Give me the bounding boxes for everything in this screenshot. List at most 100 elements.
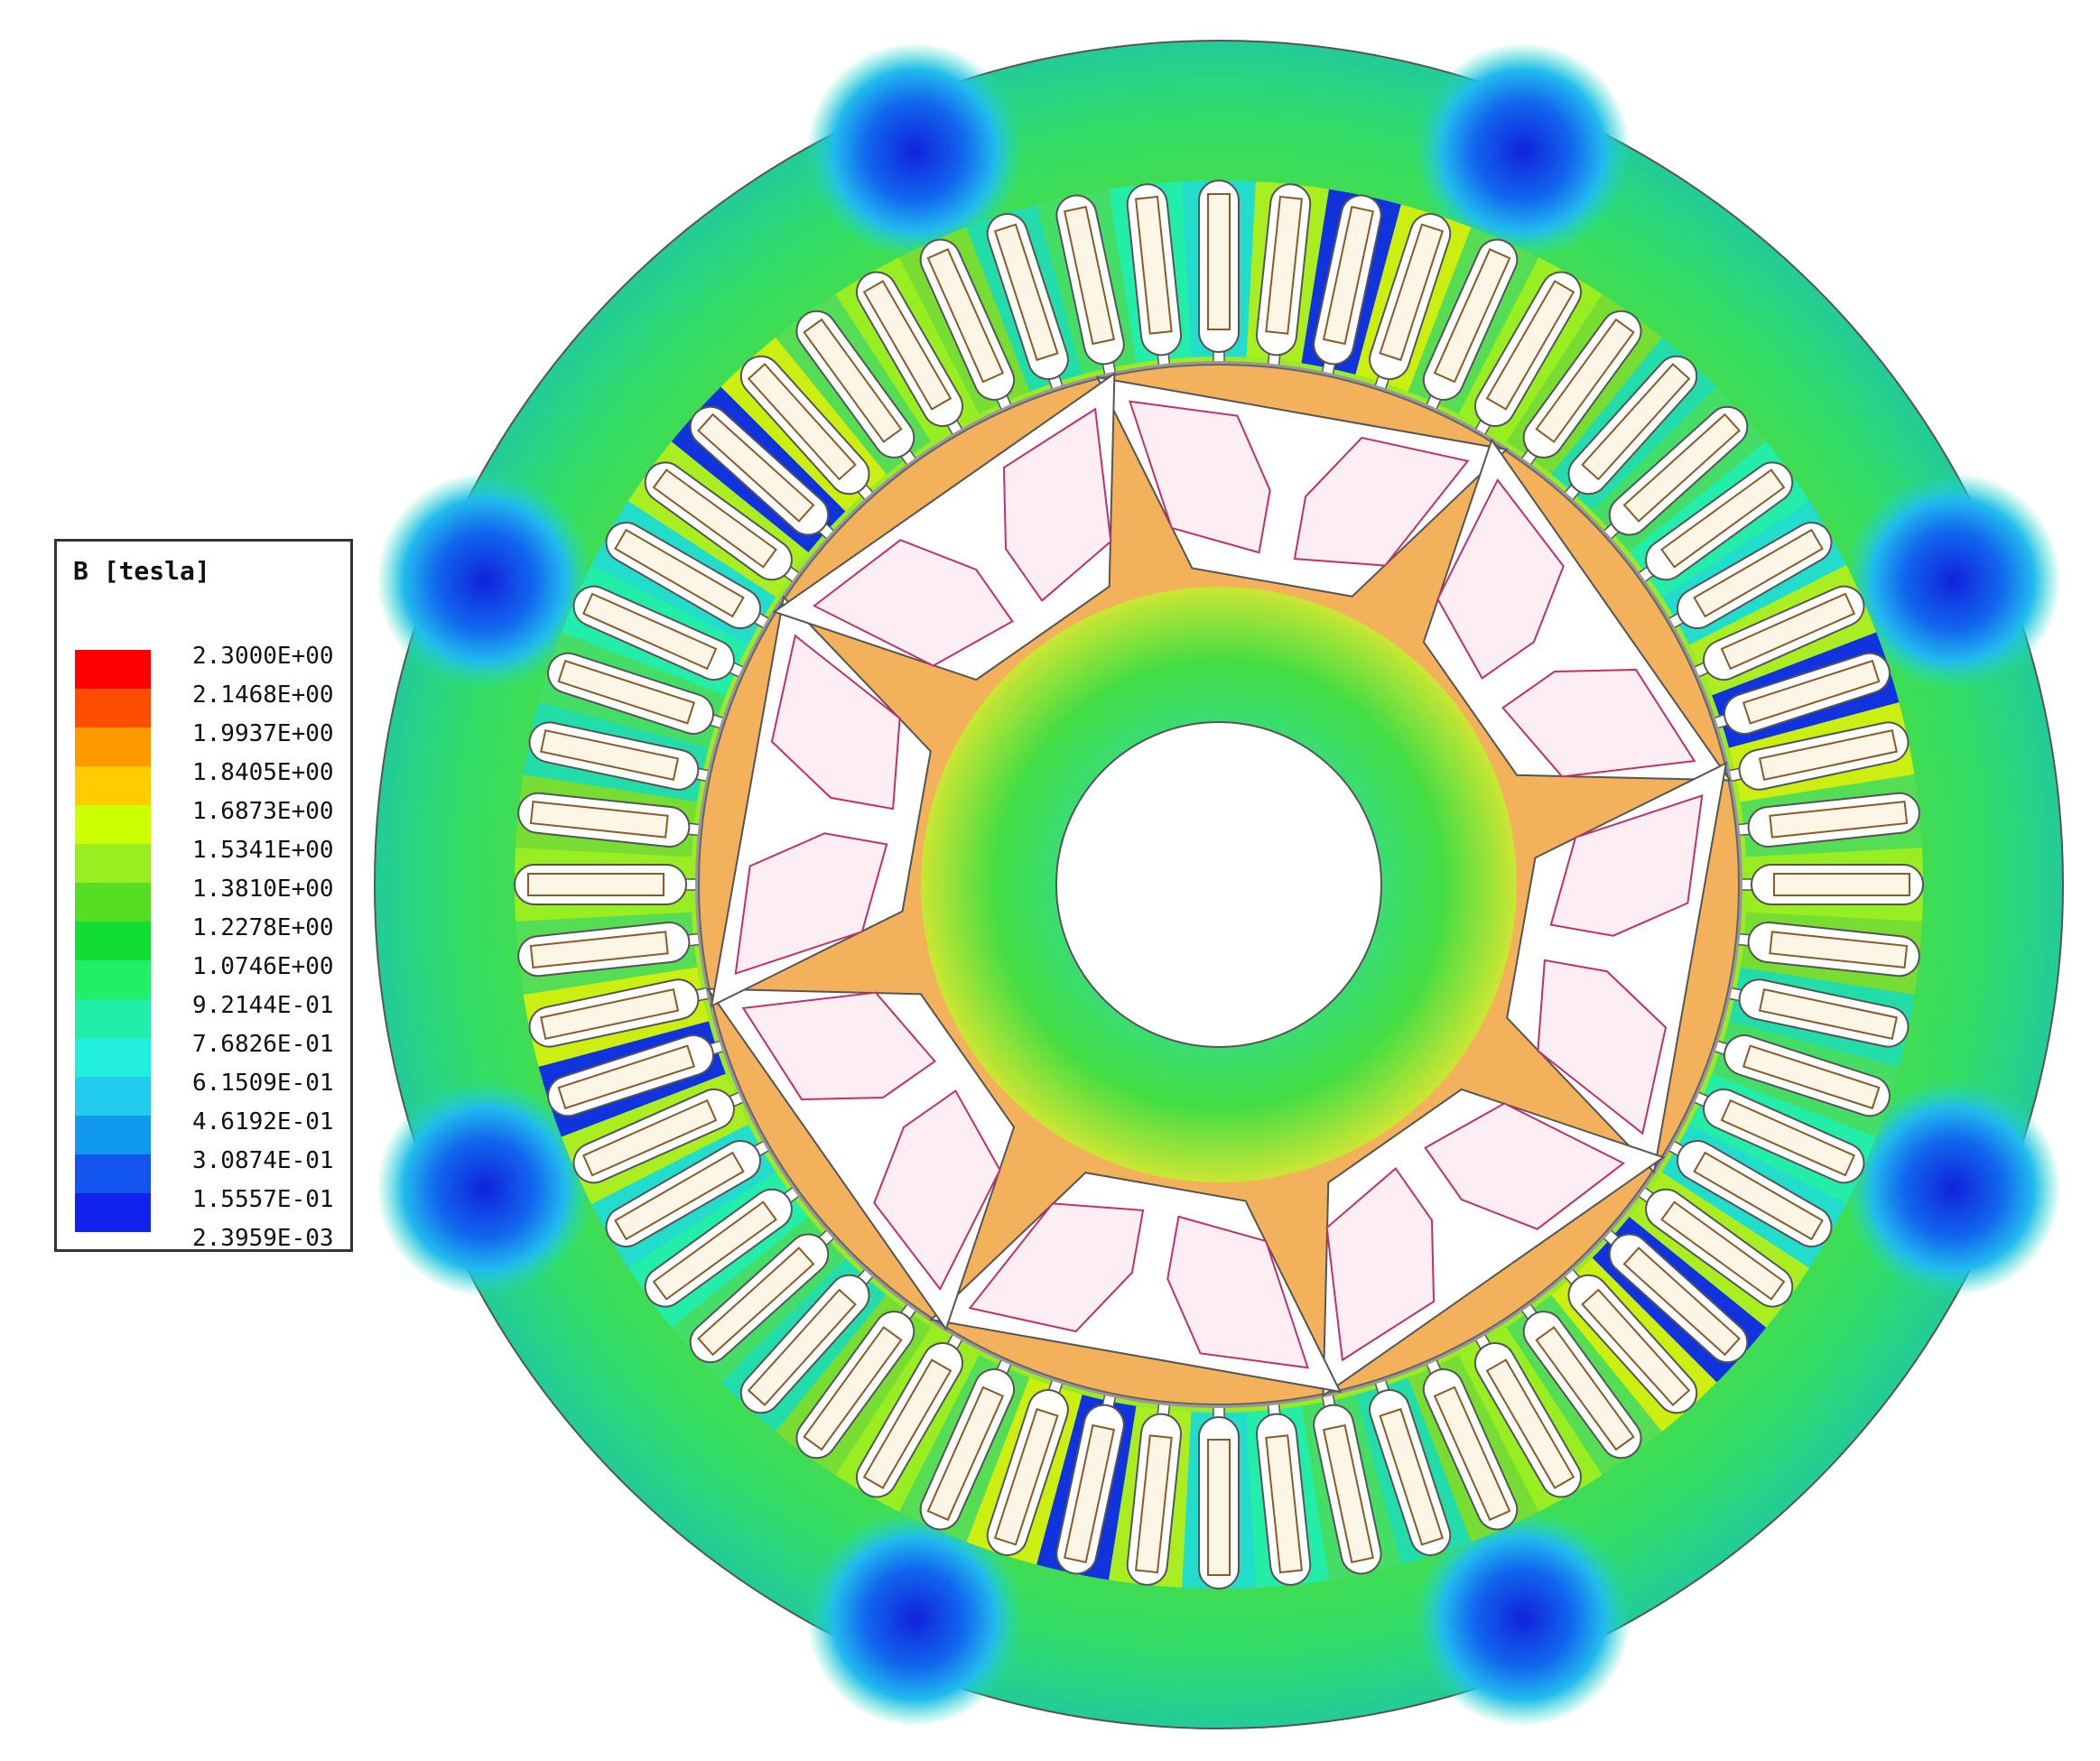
legend-value: 2.3000E+00 [192, 643, 334, 670]
legend-value: 6.1509E-01 [192, 1070, 334, 1097]
slot-conductor [1693, 1151, 1824, 1241]
legend-value: 2.1468E+00 [192, 681, 334, 709]
slot-conductor [529, 801, 669, 839]
slot-conductor [926, 247, 1005, 384]
slot-conductor [1535, 1326, 1635, 1451]
legend-value: 1.2278E+00 [192, 914, 334, 941]
slot-conductor [1135, 1434, 1173, 1574]
legend-values: 2.3000E+00 2.1468E+00 1.9937E+00 1.8405E… [192, 637, 334, 1258]
stator-slot [1660, 522, 1833, 634]
slot-conductor [1769, 801, 1909, 839]
rotor-pole [705, 987, 1016, 1331]
legend-swatch [75, 689, 151, 728]
stator-slot [1313, 1386, 1382, 1575]
stator-slot [1198, 1398, 1240, 1590]
legend-value: 1.0746E+00 [192, 953, 334, 980]
legend-swatch [75, 805, 151, 844]
stator-slot [1255, 183, 1312, 375]
legend-value: 1.6873E+00 [192, 798, 334, 825]
slot-conductor [1322, 206, 1374, 346]
yoke-low-field-region [1844, 472, 2062, 690]
slot-conductor [1379, 223, 1445, 362]
slot-conductor [652, 1200, 777, 1301]
permanent-magnet [812, 539, 1014, 667]
stator-slot [1686, 1088, 1865, 1184]
stator-slot [572, 1088, 752, 1184]
slot-conductor [1742, 1044, 1881, 1110]
slot-conductor [697, 412, 815, 523]
stator-slot [1557, 355, 1698, 507]
legend-value: 1.3810E+00 [192, 876, 334, 903]
permanent-magnet [1128, 400, 1271, 554]
slot-conductor [581, 592, 718, 671]
stator-slot [1422, 1351, 1519, 1531]
slot-conductor [652, 468, 777, 569]
slot-conductor [540, 729, 680, 782]
yoke-low-field-region [376, 472, 593, 690]
legend-swatch [75, 844, 151, 883]
legend-value: 1.5341E+00 [192, 837, 334, 864]
permanent-magnet [1424, 1102, 1626, 1230]
slot-conductor [993, 223, 1059, 362]
slot-conductor [747, 363, 857, 481]
slot-conductor [1265, 1434, 1303, 1574]
stator-slot [1729, 921, 1920, 978]
stator-slot [1660, 1135, 1833, 1247]
slot-conductor [1758, 729, 1898, 782]
legend-swatch [75, 1193, 151, 1232]
permanent-magnet [1537, 959, 1668, 1135]
stator-slot [1720, 721, 1910, 791]
slot-conductor [1535, 318, 1635, 443]
slot-conductor [1207, 193, 1231, 330]
rotor-pole [1095, 375, 1509, 598]
rotor-pole [1322, 1088, 1666, 1398]
stator-slot [1126, 1395, 1183, 1586]
slot-conductor [1720, 1098, 1856, 1177]
slot-conductor [993, 1407, 1059, 1546]
permanent-magnet [1166, 1215, 1310, 1369]
slot-conductor [540, 987, 680, 1040]
legend-value: 4.6192E-01 [192, 1108, 334, 1135]
slot-conductor [862, 280, 952, 411]
stator-slot [1255, 1395, 1312, 1586]
legend-swatch [75, 922, 151, 960]
stator-slot [517, 921, 709, 978]
motor-cross-section [374, 40, 2064, 1729]
stator-slot [856, 1326, 968, 1498]
stator-slot [1369, 1371, 1452, 1556]
stator-slot [1720, 978, 1910, 1048]
legend-swatch [75, 960, 151, 999]
stator-slot [1631, 1182, 1794, 1308]
slot-conductor [1693, 528, 1824, 618]
stator-slot [795, 310, 922, 473]
slot-conductor [747, 1288, 857, 1406]
slot-conductor [1485, 280, 1575, 411]
slot-conductor [614, 1151, 745, 1241]
slot-conductor [1660, 468, 1786, 569]
legend-color-scale [75, 650, 151, 1232]
yoke-low-field-region [1844, 1080, 2062, 1297]
rotor-pole [772, 371, 1116, 681]
slot-conductor [926, 1386, 1005, 1522]
legend-swatch [75, 1077, 151, 1116]
slot-conductor [1622, 1247, 1741, 1357]
slot-conductor [1265, 195, 1303, 335]
slot-conductor [581, 1098, 718, 1177]
slot-conductor [1660, 1200, 1786, 1301]
stator-slot [919, 238, 1016, 418]
legend-swatch [75, 766, 151, 805]
stator-slot [1198, 180, 1240, 371]
stator-slot [1369, 213, 1452, 398]
slot-conductor [557, 1044, 696, 1110]
stator-slot [1705, 652, 1891, 735]
slot-conductor [1485, 1358, 1575, 1489]
permanent-magnet [741, 991, 936, 1101]
legend-value: 1.9937E+00 [192, 720, 334, 747]
stator-slot [1422, 238, 1519, 418]
stator-slot [572, 585, 752, 681]
legend-value: 7.6826E-01 [192, 1031, 334, 1058]
rotor-pole [929, 1172, 1343, 1394]
stator-slot [1686, 585, 1865, 681]
slot-conductor [803, 318, 903, 443]
stator-slot [1631, 461, 1794, 588]
